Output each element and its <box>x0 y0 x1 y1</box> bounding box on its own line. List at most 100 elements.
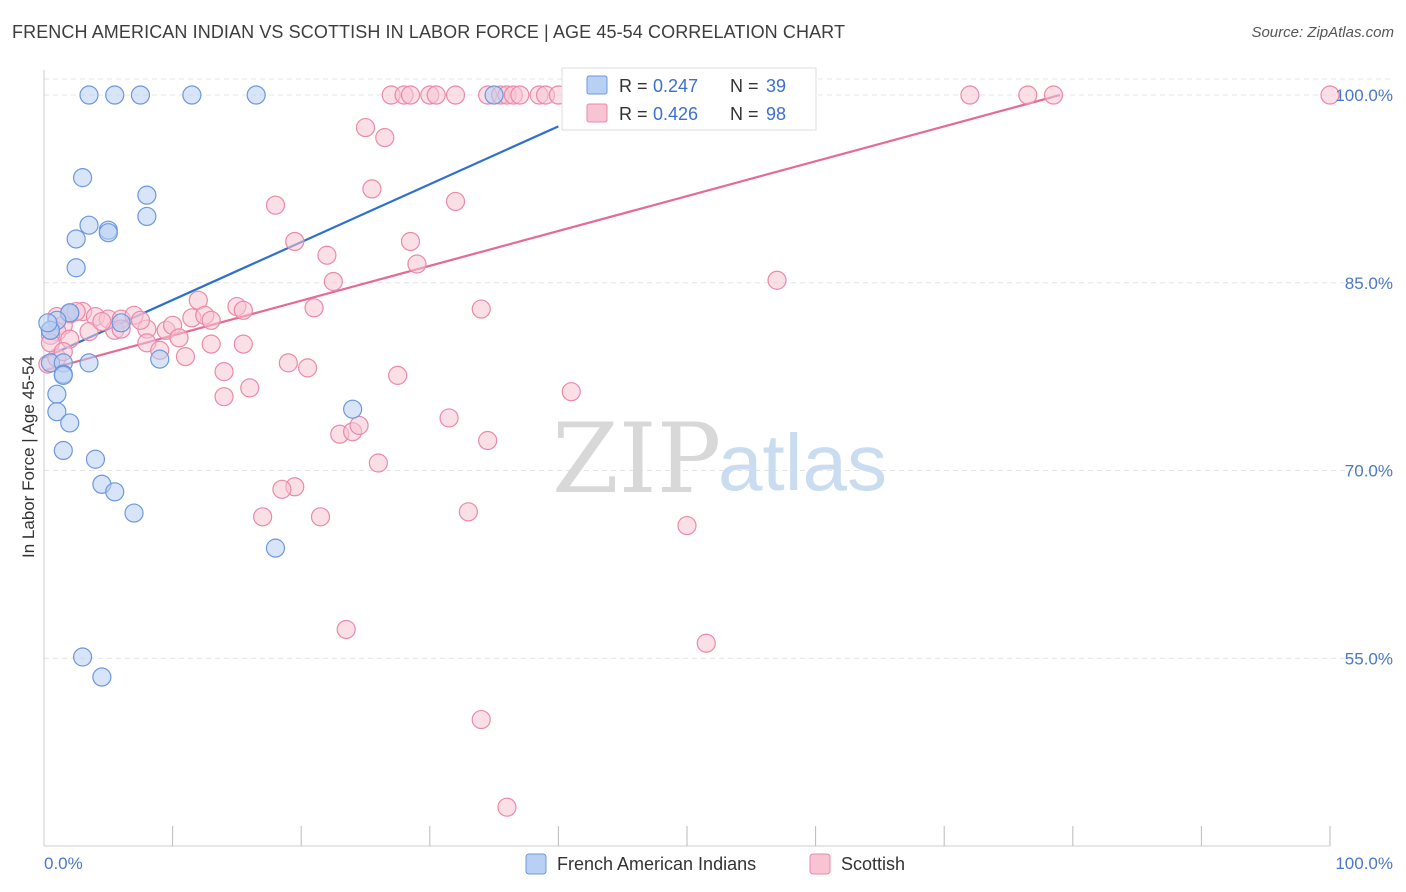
scottish-point <box>233 334 253 354</box>
french-american-indian-point <box>150 349 170 369</box>
scottish-point <box>445 85 466 105</box>
stats-legend: R = 0.247 N = 39 R = 0.426 N = 98 <box>561 67 817 131</box>
scottish-point <box>510 85 530 105</box>
french-american-indian-point <box>265 538 286 558</box>
scottish-point <box>696 633 716 653</box>
scottish-point <box>336 619 356 640</box>
scottish-trendline <box>43 93 1061 372</box>
legend-n-label-pink: N = <box>730 104 759 124</box>
chart-title: FRENCH AMERICAN INDIAN VS SCOTTISH IN LA… <box>12 22 846 42</box>
scottish-point <box>478 430 498 451</box>
scottish-point <box>201 310 221 330</box>
scottish-point <box>233 300 253 320</box>
french-american-indian-point <box>53 365 73 385</box>
scottish-point <box>471 299 491 319</box>
bottom-legend-label-pink: Scottish <box>841 854 905 874</box>
legend-n-value-blue: 39 <box>766 76 786 96</box>
scottish-point <box>130 310 151 330</box>
scottish-point <box>304 298 324 318</box>
scottish-point <box>439 408 459 428</box>
scottish-point <box>677 515 697 536</box>
scottish-point <box>561 382 581 402</box>
scottish-point <box>278 353 298 373</box>
scottish-point <box>349 415 369 436</box>
source-label: Source: ZipAtlas.com <box>1251 24 1394 41</box>
scottish-point <box>253 507 273 527</box>
scottish-point <box>1043 85 1064 105</box>
french-american-indian-point <box>137 206 157 227</box>
french-american-indian-point <box>92 667 112 687</box>
french-american-indian-point <box>124 503 144 523</box>
y-tick-label: 55.0% <box>1345 649 1393 668</box>
scottish-point <box>79 321 99 342</box>
french-american-indian-point <box>53 440 73 461</box>
scottish-point <box>471 709 491 730</box>
y-tick-label: 70.0% <box>1345 462 1393 481</box>
scottish-point <box>1018 85 1038 105</box>
french-american-indian-point <box>182 85 202 105</box>
bottom-legend-label-blue: French American Indians <box>557 854 756 874</box>
scottish-point <box>375 127 395 148</box>
x-tick-max: 100.0% <box>1335 854 1393 873</box>
french-american-indian-point <box>343 399 363 419</box>
scottish-point <box>767 270 787 290</box>
french-american-indian-point <box>246 85 266 105</box>
legend-n-label-blue: N = <box>730 76 759 96</box>
french-american-indian-point <box>72 647 93 667</box>
scottish-point <box>265 195 286 215</box>
scottish-point <box>92 311 112 332</box>
french-american-indian-point <box>72 168 93 188</box>
scottish-point <box>298 358 318 378</box>
legend-swatch-pink <box>586 103 608 123</box>
scottish-point <box>169 328 189 348</box>
french-american-indian-point <box>47 402 67 422</box>
bottom-legend-swatch-blue <box>525 853 547 875</box>
scottish-point <box>1320 85 1340 105</box>
gridlines <box>44 78 1392 659</box>
watermark: ZIP atlas <box>552 403 887 515</box>
y-tick-label: 100.0% <box>1335 86 1393 105</box>
french-american-indian-point <box>105 85 125 105</box>
scottish-point <box>368 453 388 473</box>
scottish-point <box>400 231 421 252</box>
french-american-indian-point <box>111 313 131 333</box>
axes <box>43 70 1331 847</box>
french-american-indian-point <box>98 223 118 243</box>
french-american-indian-point <box>79 85 99 105</box>
scottish-point <box>362 179 382 199</box>
scottish-point <box>272 479 292 499</box>
watermark-atlas: atlas <box>718 418 887 507</box>
x-tick-min: 0.0% <box>44 854 83 873</box>
legend-swatch-blue <box>586 75 608 95</box>
french-american-indian-point <box>79 353 99 373</box>
french-american-indian-point <box>137 185 157 205</box>
scottish-point <box>214 387 234 407</box>
scottish-point <box>214 362 234 382</box>
scottish-point <box>323 271 343 292</box>
legend-r-label-pink: R = <box>619 104 648 124</box>
french-american-indian-point <box>60 413 80 433</box>
y-tick-label: 85.0% <box>1345 274 1393 293</box>
scottish-point <box>310 507 331 527</box>
bottom-legend-swatch-pink <box>809 853 831 875</box>
legend-n-value-pink: 98 <box>766 104 786 124</box>
french-american-indian-point <box>79 215 99 235</box>
scottish-point <box>317 245 337 265</box>
scottish-point <box>426 85 446 105</box>
legend-r-value-pink: 0.426 <box>653 104 698 124</box>
french-american-indian-point <box>130 85 151 105</box>
trend-lines <box>43 93 1061 372</box>
scottish-point <box>407 254 427 274</box>
series-legend: French American Indians Scottish <box>525 853 905 875</box>
scottish-point <box>201 334 221 354</box>
watermark-zip: ZIP <box>552 403 721 515</box>
legend-r-value-blue: 0.247 <box>653 76 698 96</box>
french-american-indian-point <box>105 482 125 502</box>
french-american-indian-point <box>484 85 504 105</box>
french-american-indian-point <box>66 229 86 249</box>
scottish-point <box>497 797 517 817</box>
scottish-point <box>400 85 421 105</box>
legend-r-label-blue: R = <box>619 76 648 96</box>
scottish-point <box>355 117 376 138</box>
